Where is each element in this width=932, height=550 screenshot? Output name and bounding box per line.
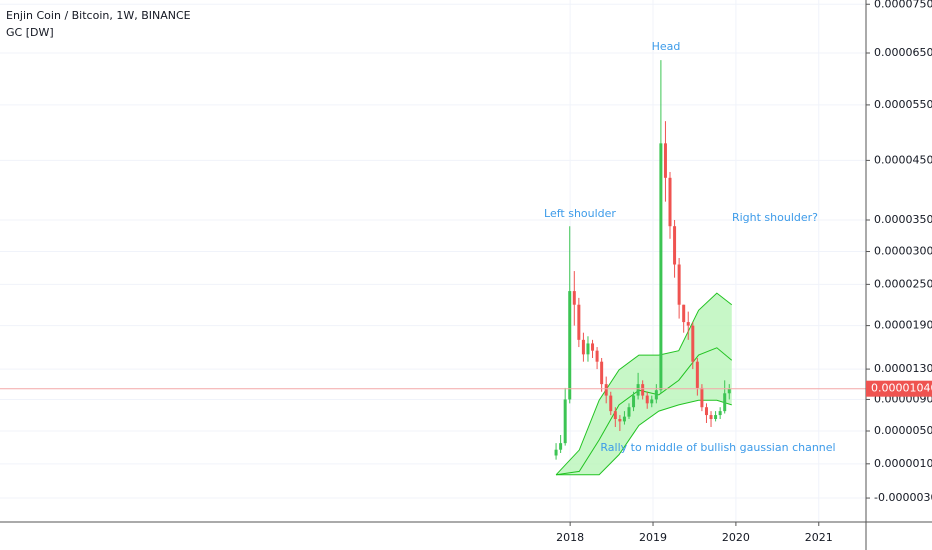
- chart-title: Enjin Coin / Bitcoin, 1W, BINANCE: [6, 9, 191, 22]
- candle-body: [691, 325, 695, 362]
- annotation: Head: [652, 40, 681, 53]
- last-price-box: [866, 380, 932, 397]
- candle-body: [622, 416, 626, 422]
- candle-body: [600, 361, 604, 385]
- box: [644, 379, 658, 399]
- annotation: Left shoulder: [544, 207, 616, 220]
- x-tick-label: 2020: [722, 531, 750, 544]
- candle-body: [636, 384, 640, 396]
- indicator-name: GC [DW]: [6, 26, 54, 39]
- box: [723, 353, 742, 391]
- candle-body: [682, 304, 686, 323]
- candle-body: [586, 343, 590, 355]
- candle-body: [618, 419, 622, 422]
- x-tick-label: 2019: [639, 531, 667, 544]
- x-tick-label: 2021: [805, 531, 833, 544]
- candle-body: [677, 264, 681, 305]
- candle-body: [700, 387, 704, 408]
- candle-body: [704, 407, 708, 416]
- candle-body: [577, 304, 581, 340]
- box: [562, 243, 584, 314]
- y-tick-label: -0.00000300: [874, 491, 932, 504]
- candle-body: [604, 384, 608, 396]
- box: [774, 239, 796, 314]
- candle-body: [663, 143, 667, 178]
- candle-body: [727, 388, 731, 394]
- candle-body: [645, 395, 649, 404]
- candle-body: [686, 322, 690, 326]
- candle-body: [723, 393, 727, 412]
- candle-body: [641, 384, 645, 396]
- x-tick-label: 2018: [556, 531, 584, 544]
- candle-body: [613, 411, 617, 420]
- candle-body: [595, 350, 599, 362]
- channel-middle: [555, 347, 733, 476]
- candle-body: [568, 291, 572, 400]
- candle-body: [650, 399, 654, 404]
- last-price-label: 0.00001040: [871, 382, 932, 395]
- candle-body: [695, 361, 699, 388]
- candle-body: [609, 395, 613, 412]
- candle-body: [673, 226, 677, 265]
- candle-body: [709, 415, 713, 420]
- channel-upper: [555, 292, 733, 476]
- candle-body: [714, 415, 718, 420]
- plot: [0, 60, 866, 476]
- box: [654, 86, 682, 142]
- candle-body: [591, 343, 595, 351]
- candle-body: [627, 407, 631, 417]
- candle-body: [559, 443, 563, 450]
- candle-body: [654, 390, 658, 400]
- candle-body: [632, 395, 636, 408]
- candle-body: [572, 291, 576, 305]
- trend-line: [556, 228, 799, 415]
- channel-lower: [556, 399, 732, 476]
- candle-body: [718, 411, 722, 416]
- candle-body: [563, 399, 567, 444]
- candle-body: [659, 143, 663, 391]
- candle-body: [581, 339, 585, 355]
- annotation: Rally to middle of bullish gaussian chan…: [600, 441, 835, 454]
- annotation: Right shoulder?: [732, 211, 818, 224]
- candle-body: [554, 449, 558, 456]
- candle-body: [668, 177, 672, 227]
- y-tick-label: 0.00000100: [874, 457, 932, 470]
